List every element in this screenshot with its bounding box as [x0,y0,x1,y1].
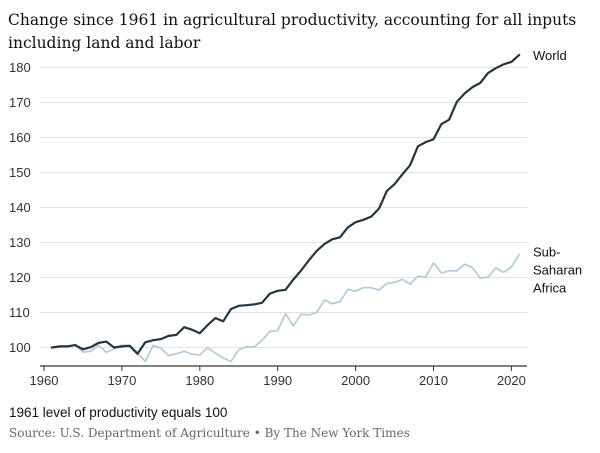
x-tick-label: 2010 [419,373,448,388]
y-tick-label: 120 [9,270,31,285]
y-tick-label: 110 [9,305,30,320]
y-tick-label: 150 [9,165,31,180]
y-tick-label: 170 [9,95,31,110]
x-axis-tick-labels: 1960 1970 1980 1990 2000 2010 2020 [30,373,526,388]
y-tick-label: 160 [9,130,31,145]
baseline-note: 1961 level of productivity equals 100 [9,405,228,420]
x-tick-label: 2000 [341,373,370,388]
x-tick-label: 1960 [30,373,59,388]
africa-label-line: Saharan [533,262,582,277]
x-tick-label: 2020 [497,373,526,388]
y-tick-label: 140 [9,200,31,215]
source-credit: Source: U.S. Department of Agriculture •… [9,426,410,440]
world-line [50,53,521,355]
line-chart: 100 110 120 130 140 150 160 170 180 1960 1970 1980… [9,48,582,388]
x-tick-label: 1970 [107,373,136,388]
y-axis-tick-labels: 100 110 120 130 140 150 160 170 180 [9,60,31,355]
x-axis [40,365,527,371]
world-label: World [533,48,567,63]
series-lines [50,53,521,363]
y-tick-label: 100 [9,340,31,355]
y-tick-label: 130 [9,235,31,250]
x-tick-label: 1990 [263,373,292,388]
africa-label-line: Sub- [533,244,560,259]
series-labels: World Sub- Saharan Africa [533,48,582,295]
y-tick-label: 180 [9,60,31,75]
africa-label-line: Africa [533,280,567,295]
gridlines [40,67,527,348]
x-tick-label: 1980 [185,373,214,388]
chart-title: Change since 1961 in agricultural produc… [8,11,577,52]
